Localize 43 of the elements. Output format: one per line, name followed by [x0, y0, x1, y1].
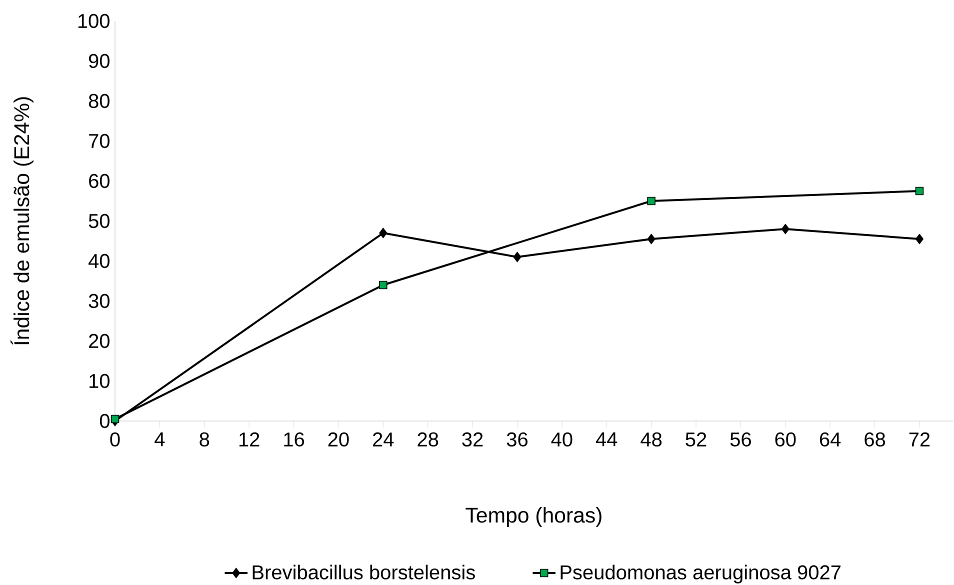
y-tick-label: 100: [78, 14, 110, 28]
x-tick-label: 68: [864, 432, 886, 447]
legend-label: Brevibacillus borstelensis: [252, 564, 475, 580]
x-tick-label: 16: [284, 432, 304, 447]
point: [379, 280, 388, 290]
y-tick-label: 70: [89, 134, 110, 148]
point: [781, 224, 790, 234]
x-tick-label: 0: [110, 432, 120, 447]
x-axis-title: Tempo (horas): [466, 507, 602, 527]
point: [915, 186, 924, 196]
y-tick-label: 40: [88, 254, 110, 268]
x-tick-label: 24: [373, 432, 394, 446]
x-tick-label: 48: [640, 432, 662, 447]
x-tick-label: 56: [730, 432, 751, 447]
point: [647, 234, 656, 244]
x-tick-label: 36: [506, 432, 528, 447]
x-tick-label: 60: [775, 432, 796, 447]
y-axis-title: Índice de emulsão (E24%): [10, 97, 34, 345]
x-tick-label: 12: [239, 432, 260, 446]
y-tick-label: 30: [88, 294, 110, 308]
y-tick-label: 90: [88, 54, 110, 68]
y-tick-label: 50: [88, 214, 110, 228]
point: [915, 234, 924, 244]
point: [110, 414, 120, 424]
x-tick-label: 52: [686, 432, 706, 447]
x-tick-label: 28: [418, 432, 438, 447]
y-tick-label: 80: [88, 94, 110, 108]
x-tick-label: 44: [596, 432, 618, 446]
x-tick-label: 32: [462, 432, 483, 447]
x-tick-label: 8: [200, 432, 210, 447]
y-tick-label: 20: [89, 334, 110, 348]
y-tick-label: 10: [90, 374, 110, 388]
point: [647, 196, 656, 206]
legend-label: Pseudomonas aeruginosa 9027: [560, 564, 840, 584]
x-tick-label: 72: [909, 432, 930, 446]
x-tick-label: 4: [154, 432, 165, 446]
x-tick-label: 40: [551, 432, 572, 447]
y-tick-label: 60: [89, 174, 110, 188]
x-tick-label: 20: [328, 432, 349, 447]
y-tick-label: 0: [100, 414, 110, 428]
point: [513, 252, 522, 262]
point: [379, 228, 388, 238]
x-tick-label: 64: [820, 432, 841, 447]
